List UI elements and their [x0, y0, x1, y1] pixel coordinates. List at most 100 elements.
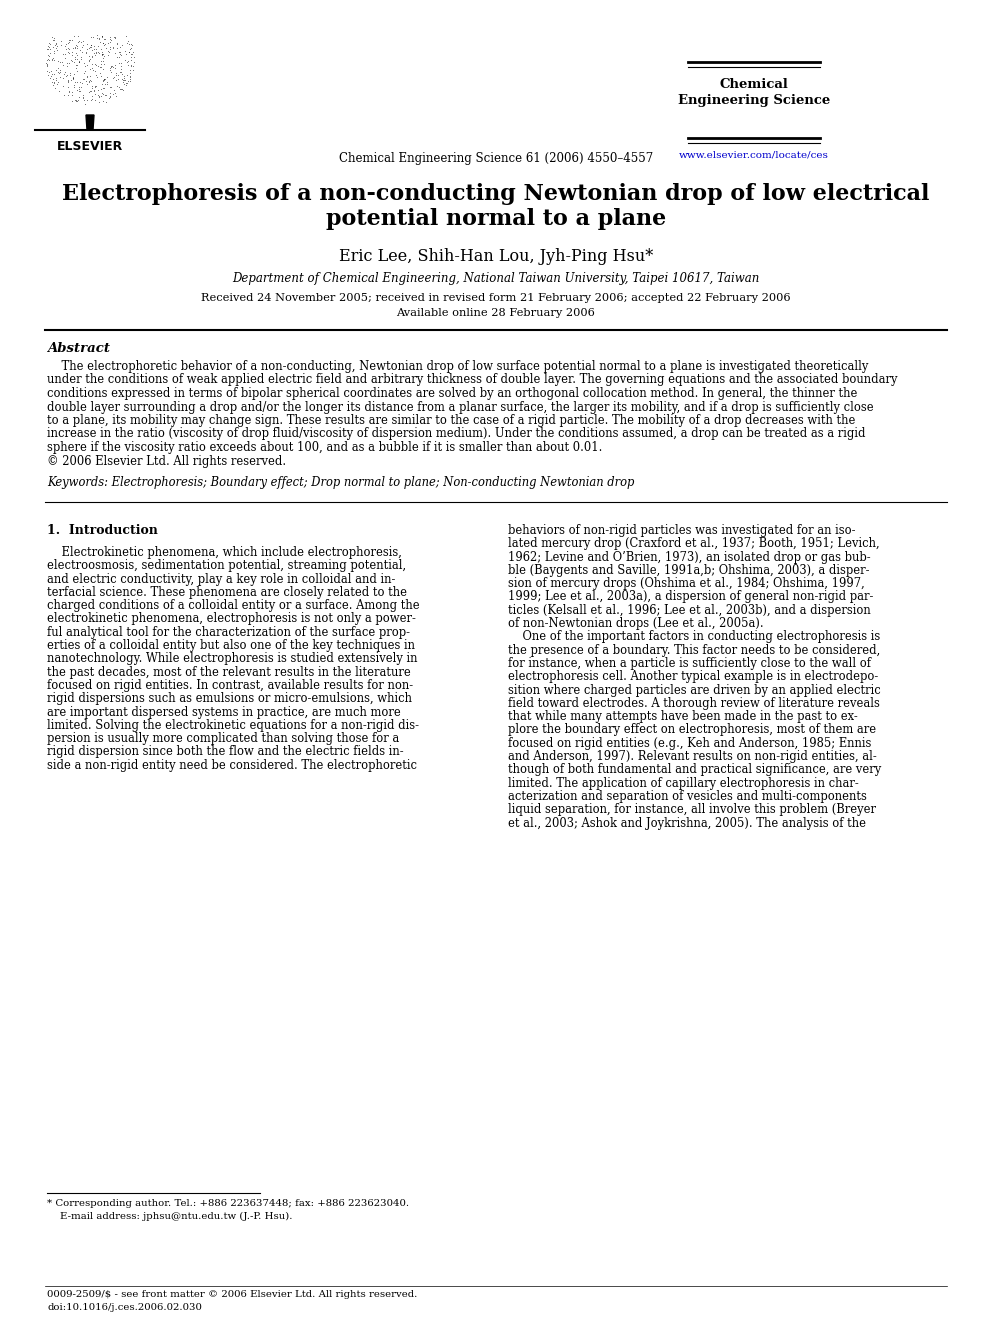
- Point: [84, 45, 100, 66]
- Point: [96, 45, 112, 66]
- Point: [45, 48, 61, 69]
- Text: plore the boundary effect on electrophoresis, most of them are: plore the boundary effect on electrophor…: [508, 724, 876, 737]
- Point: [110, 69, 126, 90]
- Point: [100, 45, 116, 66]
- Text: behaviors of non-rigid particles was investigated for an iso-: behaviors of non-rigid particles was inv…: [508, 524, 855, 537]
- Point: [83, 26, 99, 48]
- Point: [69, 49, 85, 70]
- Point: [71, 52, 87, 73]
- Point: [105, 79, 121, 101]
- Point: [100, 41, 116, 62]
- Point: [122, 70, 138, 91]
- Point: [64, 66, 80, 87]
- Point: [73, 46, 89, 67]
- Point: [84, 78, 100, 99]
- Point: [71, 40, 87, 61]
- Point: [46, 36, 62, 57]
- Point: [60, 70, 75, 91]
- Point: [46, 40, 62, 61]
- Point: [105, 67, 121, 89]
- Text: and Anderson, 1997). Relevant results on non-rigid entities, al-: and Anderson, 1997). Relevant results on…: [508, 750, 877, 763]
- Point: [87, 60, 103, 81]
- Point: [73, 37, 89, 58]
- Point: [77, 94, 93, 115]
- Text: ble (Baygents and Saville, 1991a,b; Ohshima, 2003), a disper-: ble (Baygents and Saville, 1991a,b; Ohsh…: [508, 564, 870, 577]
- Point: [46, 49, 62, 70]
- Point: [63, 69, 79, 90]
- Point: [65, 64, 81, 85]
- Point: [52, 67, 67, 89]
- Point: [67, 49, 83, 70]
- Point: [82, 69, 98, 90]
- Point: [66, 46, 82, 67]
- Point: [95, 48, 111, 69]
- Text: Chemical Engineering Science 61 (2006) 4550–4557: Chemical Engineering Science 61 (2006) 4…: [339, 152, 653, 165]
- Point: [77, 61, 93, 82]
- Text: increase in the ratio (viscosity of drop fluid/viscosity of dispersion medium). : increase in the ratio (viscosity of drop…: [47, 427, 865, 441]
- Text: the presence of a boundary. This factor needs to be considered,: the presence of a boundary. This factor …: [508, 644, 880, 656]
- Point: [49, 40, 64, 61]
- Point: [94, 69, 110, 90]
- Point: [115, 70, 131, 91]
- Point: [122, 62, 138, 83]
- Point: [83, 70, 99, 91]
- Text: focused on rigid entities (e.g., Keh and Anderson, 1985; Ennis: focused on rigid entities (e.g., Keh and…: [508, 737, 871, 750]
- Point: [92, 50, 108, 71]
- Point: [61, 42, 76, 64]
- Point: [61, 32, 76, 53]
- Point: [41, 46, 57, 67]
- Point: [81, 37, 97, 58]
- Point: [102, 82, 118, 103]
- Text: Electrophoresis of a non-conducting Newtonian drop of low electrical: Electrophoresis of a non-conducting Newt…: [62, 183, 930, 205]
- Point: [71, 77, 87, 98]
- Point: [67, 90, 83, 111]
- Point: [99, 74, 115, 95]
- Point: [95, 58, 111, 79]
- Point: [66, 52, 82, 73]
- Point: [90, 85, 106, 106]
- Point: [96, 78, 112, 99]
- Point: [94, 44, 110, 65]
- Point: [95, 70, 111, 91]
- Point: [61, 75, 76, 97]
- Point: [90, 41, 106, 62]
- Point: [105, 37, 121, 58]
- Point: [69, 45, 85, 66]
- Point: [108, 62, 124, 83]
- Point: [108, 69, 124, 90]
- Point: [123, 46, 139, 67]
- Point: [103, 57, 119, 78]
- Point: [94, 73, 110, 94]
- Point: [84, 75, 100, 97]
- Point: [106, 66, 122, 87]
- Point: [47, 42, 62, 64]
- Point: [92, 56, 108, 77]
- Point: [51, 50, 66, 71]
- Point: [95, 32, 111, 53]
- Text: persion is usually more complicated than solving those for a: persion is usually more complicated than…: [47, 732, 399, 745]
- Point: [71, 87, 87, 108]
- Point: [42, 49, 58, 70]
- Point: [51, 64, 66, 85]
- Point: [107, 58, 123, 79]
- Point: [122, 38, 138, 60]
- Point: [119, 73, 135, 94]
- Point: [69, 37, 85, 58]
- Text: Electrokinetic phenomena, which include electrophoresis,: Electrokinetic phenomena, which include …: [47, 546, 402, 560]
- Point: [94, 45, 110, 66]
- Point: [57, 44, 72, 65]
- Point: [86, 42, 102, 64]
- Point: [107, 26, 123, 48]
- Point: [42, 67, 58, 89]
- Text: side a non-rigid entity need be considered. The electrophoretic: side a non-rigid entity need be consider…: [47, 759, 417, 771]
- Point: [78, 42, 94, 64]
- Point: [67, 37, 83, 58]
- Point: [68, 36, 84, 57]
- Text: Eric Lee, Shih-Han Lou, Jyh-Ping Hsu*: Eric Lee, Shih-Han Lou, Jyh-Ping Hsu*: [339, 247, 653, 265]
- Point: [81, 82, 97, 103]
- Point: [77, 71, 93, 93]
- Point: [38, 53, 54, 74]
- Point: [62, 29, 77, 50]
- Point: [60, 56, 75, 77]
- Point: [124, 38, 140, 60]
